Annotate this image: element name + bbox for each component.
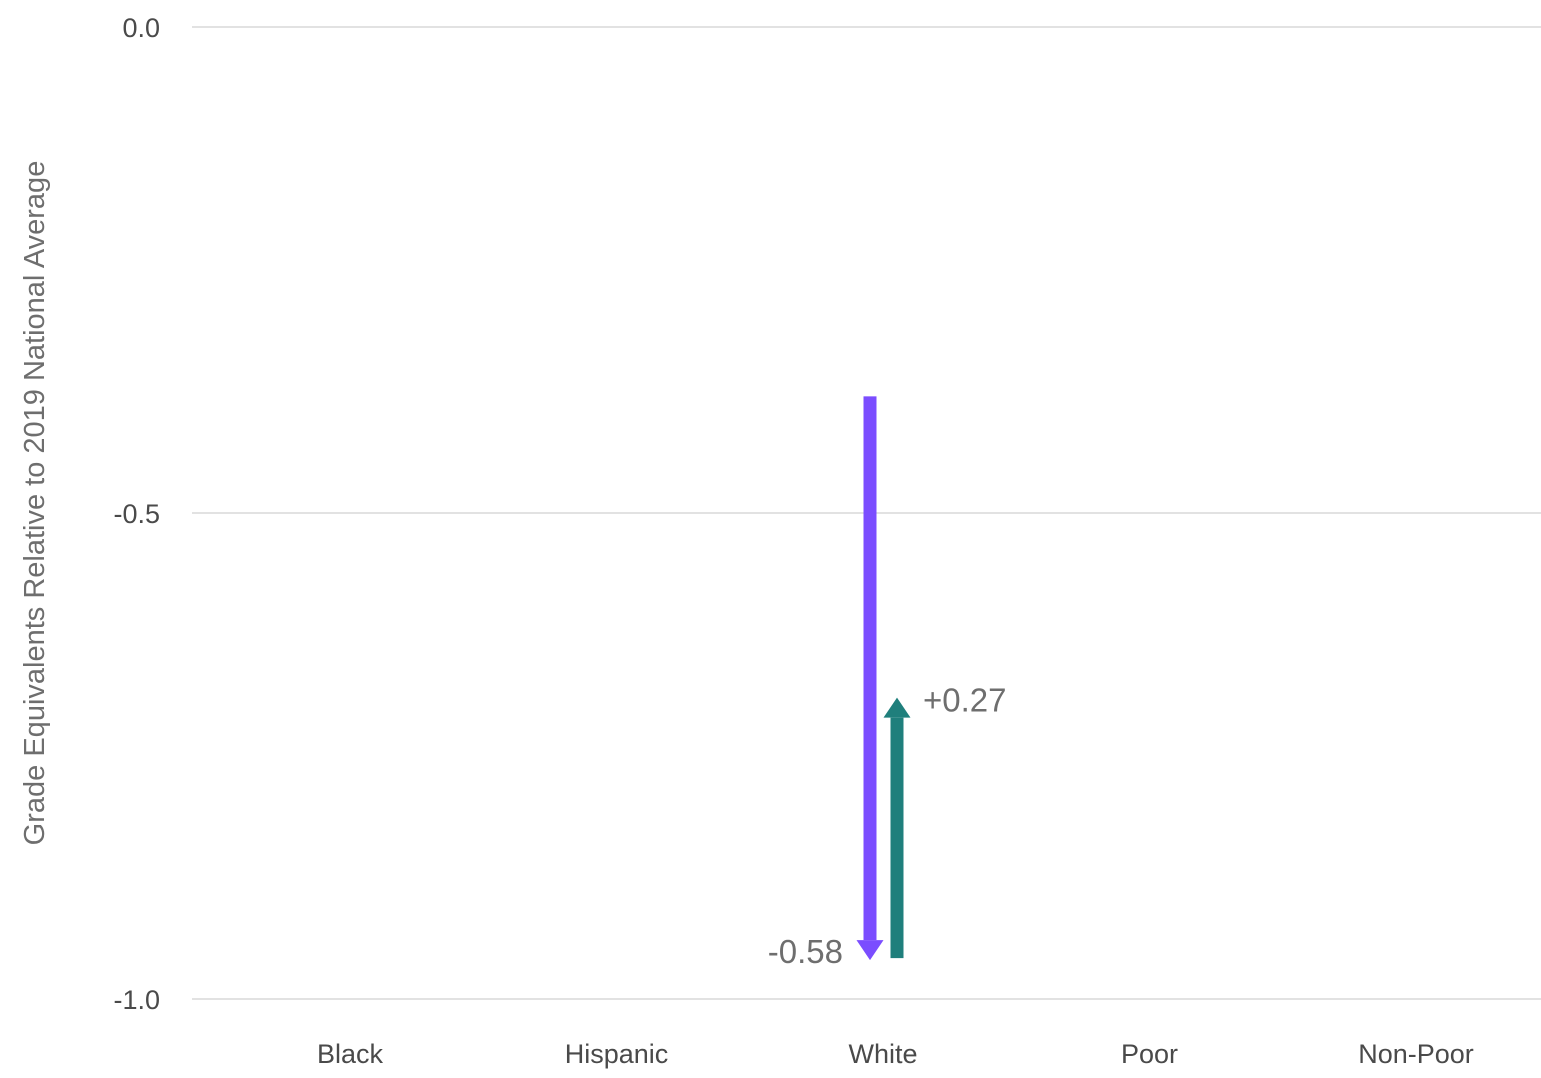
decline-value-label: -0.58	[768, 933, 843, 970]
decline-arrow-shaft	[863, 396, 877, 941]
x-tick-label: Black	[317, 1039, 384, 1069]
y-tick-label: -1.0	[113, 985, 160, 1015]
x-tick-label: Non-Poor	[1358, 1039, 1474, 1069]
arrow-marks	[856, 396, 911, 961]
x-tick-label: Hispanic	[565, 1039, 669, 1069]
y-tick-label: 0.0	[122, 13, 160, 43]
x-tick-label: White	[848, 1039, 917, 1069]
y-axis-ticks: 0.0 -0.5 -1.0	[113, 13, 160, 1015]
x-tick-label: Poor	[1121, 1039, 1178, 1069]
y-axis-title: Grade Equivalents Relative to 2019 Natio…	[19, 161, 51, 846]
recovery-arrow-shaft	[890, 717, 904, 959]
y-tick-label: -0.5	[113, 499, 160, 529]
x-axis-ticks: Black Hispanic White Poor Non-Poor	[317, 1039, 1474, 1069]
recovery-value-label: +0.27	[923, 682, 1007, 719]
data-labels: -0.58 +0.27	[768, 682, 1007, 970]
recovery-arrow-head	[883, 697, 911, 718]
decline-arrow-head	[856, 940, 884, 961]
